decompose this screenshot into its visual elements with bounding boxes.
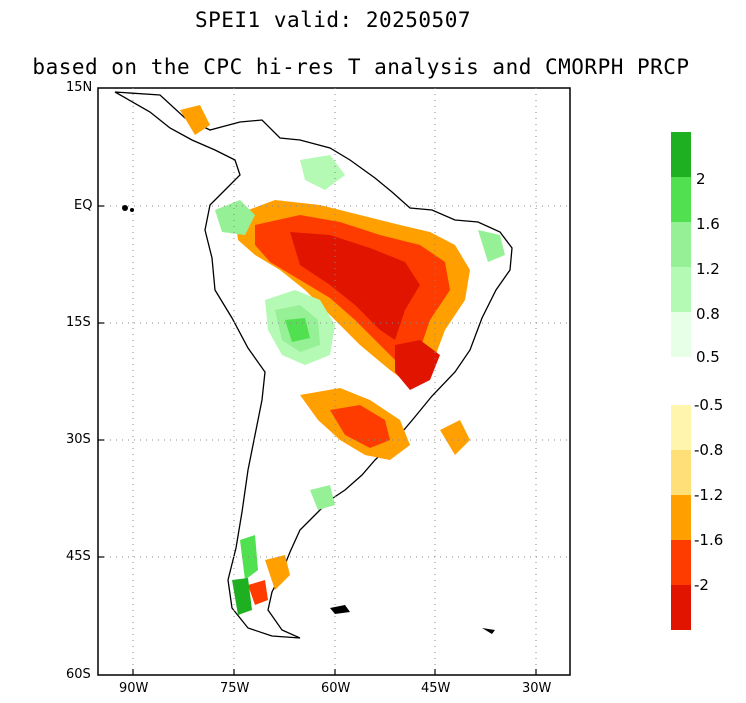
wet-patches xyxy=(215,155,505,615)
colorbar-label: -1.2 xyxy=(694,486,724,504)
colorbar-label: -1.6 xyxy=(694,531,724,549)
lat-label-eq: EQ xyxy=(74,198,93,213)
colorbar-label: 0.8 xyxy=(696,305,720,323)
colorbar-label: -2 xyxy=(694,576,709,594)
lat-label-30s: 30S xyxy=(66,432,91,447)
colorbar-label: 0.5 xyxy=(696,348,720,366)
colorbar-label: 2 xyxy=(696,170,706,188)
falkland-islands xyxy=(330,605,350,614)
colorbar-label: 1.6 xyxy=(696,215,720,233)
lat-label-45s: 45S xyxy=(66,549,91,564)
colorbar-label: -0.8 xyxy=(694,441,724,459)
lon-label-45w: 45W xyxy=(421,681,451,696)
lon-label-30w: 30W xyxy=(522,681,552,696)
map-title: SPEI1 valid: 20250507 xyxy=(194,8,471,32)
colorbar-dry xyxy=(671,405,691,630)
lat-label-15n: 15N xyxy=(66,80,93,95)
map-subtitle: based on the CPC hi-res T analysis and C… xyxy=(32,55,690,79)
colorbar-wet xyxy=(671,132,691,357)
colorbar-label: -0.5 xyxy=(694,396,724,414)
lon-label-75w: 75W xyxy=(220,681,250,696)
lat-label-15s: 15S xyxy=(66,315,91,330)
lat-label-60s: 60S xyxy=(66,667,91,682)
colorbar-label: 1.2 xyxy=(696,260,720,278)
graticule xyxy=(98,88,570,675)
lon-label-60w: 60W xyxy=(321,681,351,696)
lon-label-90w: 90W xyxy=(119,681,149,696)
drought-patches xyxy=(180,105,470,605)
galapagos-islands xyxy=(122,205,128,211)
